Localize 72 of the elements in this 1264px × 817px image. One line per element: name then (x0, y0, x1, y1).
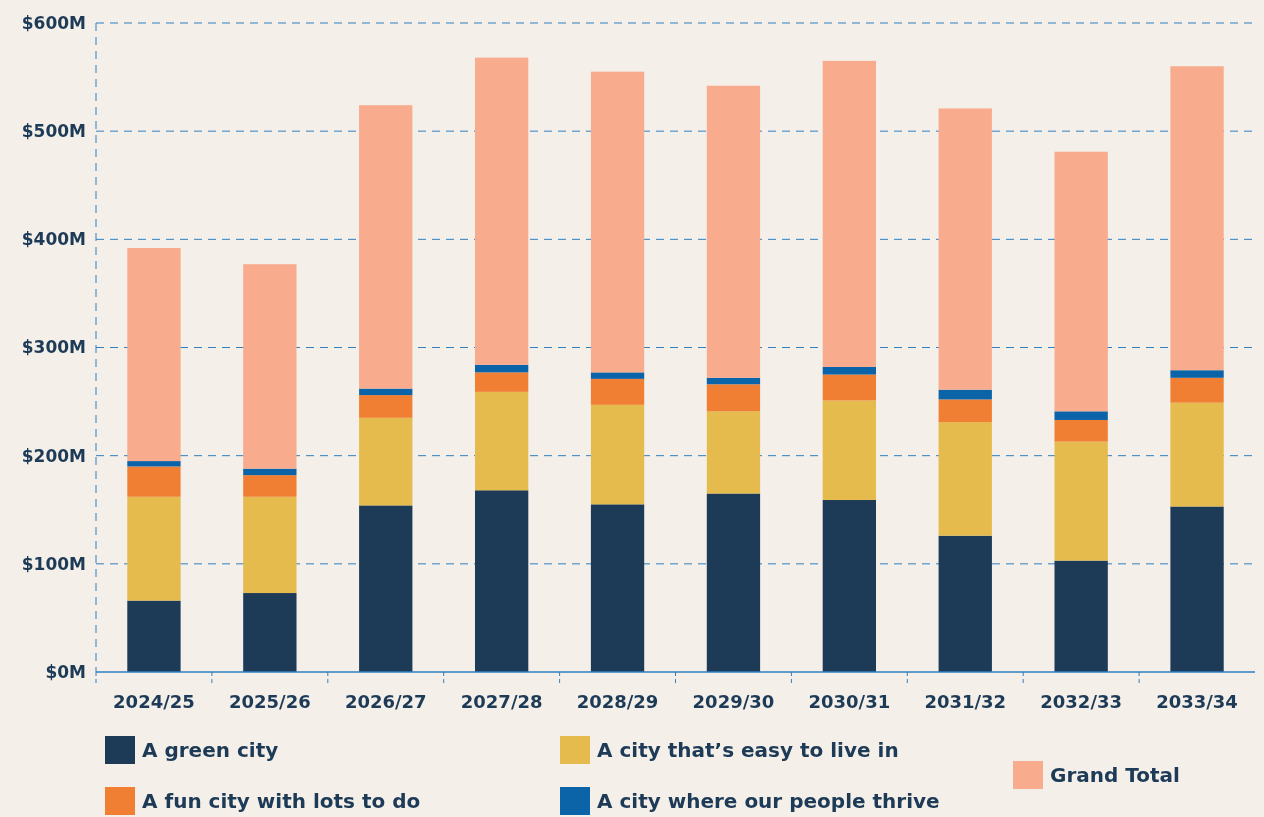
x-tick-label: 2033/34 (1156, 691, 1238, 712)
bar (127, 496, 181, 601)
bar (822, 500, 877, 672)
bar (706, 411, 761, 494)
x-tick-label: 2031/32 (924, 691, 1007, 712)
bar (474, 372, 529, 392)
bar (706, 85, 761, 378)
bar (474, 364, 529, 373)
x-tick-label: 2026/27 (344, 691, 427, 712)
x-tick-label: 2032/33 (1040, 691, 1123, 712)
bar (938, 389, 992, 400)
y-tick-label: $300M (21, 337, 86, 358)
bar (706, 377, 761, 385)
bar (359, 395, 413, 418)
bar (590, 504, 645, 672)
bar (1054, 411, 1108, 420)
y-tick-label: $200M (21, 445, 86, 466)
bar (243, 468, 297, 476)
bar (359, 388, 413, 396)
bar (127, 466, 181, 497)
x-tick-label: 2027/28 (460, 691, 543, 712)
y-tick-label: $600M (21, 12, 86, 33)
x-tick-label: 2025/26 (228, 691, 311, 712)
bar (127, 461, 181, 467)
bar (590, 372, 645, 379)
x-tick-label: 2024/25 (113, 691, 195, 712)
bar (474, 490, 529, 672)
bar (359, 105, 413, 389)
y-tick-label: $400M (21, 229, 86, 250)
bar (243, 264, 297, 469)
y-tick-label: $500M (21, 121, 86, 142)
bar (359, 417, 413, 506)
bar (938, 399, 992, 423)
bar (1170, 506, 1224, 672)
bar (474, 391, 529, 491)
bar (938, 108, 992, 390)
bar (127, 247, 181, 462)
x-tick-label: 2030/31 (808, 691, 891, 712)
bar (938, 422, 992, 536)
bar (1170, 402, 1224, 507)
legend-label: A city where our people thrive (597, 789, 940, 813)
bar (822, 374, 877, 401)
y-tick-label: $100M (21, 553, 86, 574)
bar (1054, 419, 1108, 442)
bar (822, 400, 877, 501)
bar (1170, 66, 1224, 371)
bar (359, 505, 413, 672)
bar (243, 475, 297, 497)
bar (706, 493, 761, 672)
x-tick-label: 2029/30 (692, 691, 775, 712)
legend-label: A green city (142, 738, 279, 762)
bar (243, 593, 297, 672)
bar (243, 496, 297, 594)
bar (822, 60, 877, 367)
bar (590, 404, 645, 505)
bar (822, 366, 877, 375)
bar (590, 378, 645, 405)
bar (474, 57, 529, 365)
x-tick-label: 2028/29 (576, 691, 659, 712)
legend-label: A city that’s easy to live in (597, 738, 899, 762)
bar (1054, 441, 1108, 561)
bar (1054, 151, 1108, 412)
bar (706, 384, 761, 412)
bar (938, 535, 992, 672)
bar (1170, 370, 1224, 378)
y-tick-label: $0M (45, 661, 86, 682)
legend-label: A fun city with lots to do (142, 789, 421, 813)
bar (1054, 560, 1108, 672)
bar (590, 71, 645, 373)
bar (127, 600, 181, 672)
bar (1170, 377, 1224, 403)
legend-label: Grand Total (1050, 763, 1180, 787)
